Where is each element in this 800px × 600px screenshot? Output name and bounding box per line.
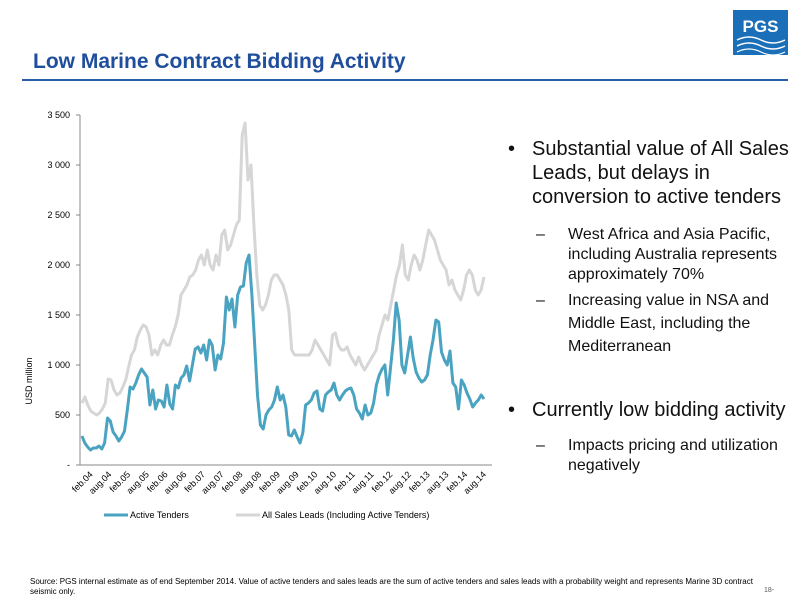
x-axis: feb.04aug.04feb.05aug.05feb.06aug.06feb.… xyxy=(70,464,492,496)
bullet-list: • Substantial value of All Sales Leads, … xyxy=(508,137,798,476)
legend-active-tenders-label: Active Tenders xyxy=(130,510,189,520)
footnote: Source: PGS internal estimate as of end … xyxy=(30,577,753,596)
bullet-dash: – xyxy=(536,437,545,454)
y-tick-label: 1 000 xyxy=(47,360,70,370)
y-tick-label: 2 500 xyxy=(47,210,70,220)
bullet-1-sub-1-text: West Africa and Asia Pacific, including … xyxy=(568,226,778,283)
bullet-dot: • xyxy=(508,399,516,421)
series-lines xyxy=(80,121,486,452)
y-tick-label: 500 xyxy=(55,410,70,420)
bullet-1-sub-1: – West Africa and Asia Pacific, includin… xyxy=(508,225,798,285)
y-axis: - 500 1 000 1 500 2 000 2 500 3 000 3 500 xyxy=(47,110,81,470)
bidding-activity-chart: - 500 1 000 1 500 2 000 2 500 3 000 3 500 feb.0… xyxy=(24,110,492,520)
bullet-2-sub-1-text: Impacts pricing and utilization negative… xyxy=(568,437,778,474)
y-tick-label: 2 000 xyxy=(47,260,70,270)
pgs-logo: PGS xyxy=(733,10,788,55)
bullet-dash: – xyxy=(536,226,545,243)
bullet-2: • Currently low bidding activity xyxy=(508,398,798,422)
bullet-2-sub-1: – Impacts pricing and utilization negati… xyxy=(508,436,798,476)
y-tick-label: 3 000 xyxy=(47,160,70,170)
bullet-dash: – xyxy=(536,292,545,309)
bullet-1-text: Substantial value of All Sales Leads, bu… xyxy=(532,138,789,208)
series-active-tenders xyxy=(80,253,486,452)
y-tick-label: 3 500 xyxy=(47,110,70,120)
y-tick-label: - xyxy=(67,460,70,470)
chart-legend: Active Tenders All Sales Leads (Including… xyxy=(104,510,429,520)
series-all-sales-leads xyxy=(80,121,486,417)
y-tick-label: 1 500 xyxy=(47,310,70,320)
page-title: Low Marine Contract Bidding Activity xyxy=(33,50,406,73)
y-axis-label: USD million xyxy=(24,357,34,404)
bullet-1: • Substantial value of All Sales Leads, … xyxy=(508,137,798,209)
logo-text: PGS xyxy=(743,17,779,36)
bullet-2-text: Currently low bidding activity xyxy=(532,399,786,421)
legend-all-sales-leads-label: All Sales Leads (Including Active Tender… xyxy=(262,510,429,520)
bullet-1-sub-2: – Increasing value in NSA and Middle Eas… xyxy=(508,289,798,358)
bullet-1-sub-2-text: Increasing value in NSA and Middle East,… xyxy=(568,292,770,355)
title-divider xyxy=(22,79,788,81)
bullet-dot: • xyxy=(508,138,516,160)
page-number: 18- xyxy=(764,587,775,594)
